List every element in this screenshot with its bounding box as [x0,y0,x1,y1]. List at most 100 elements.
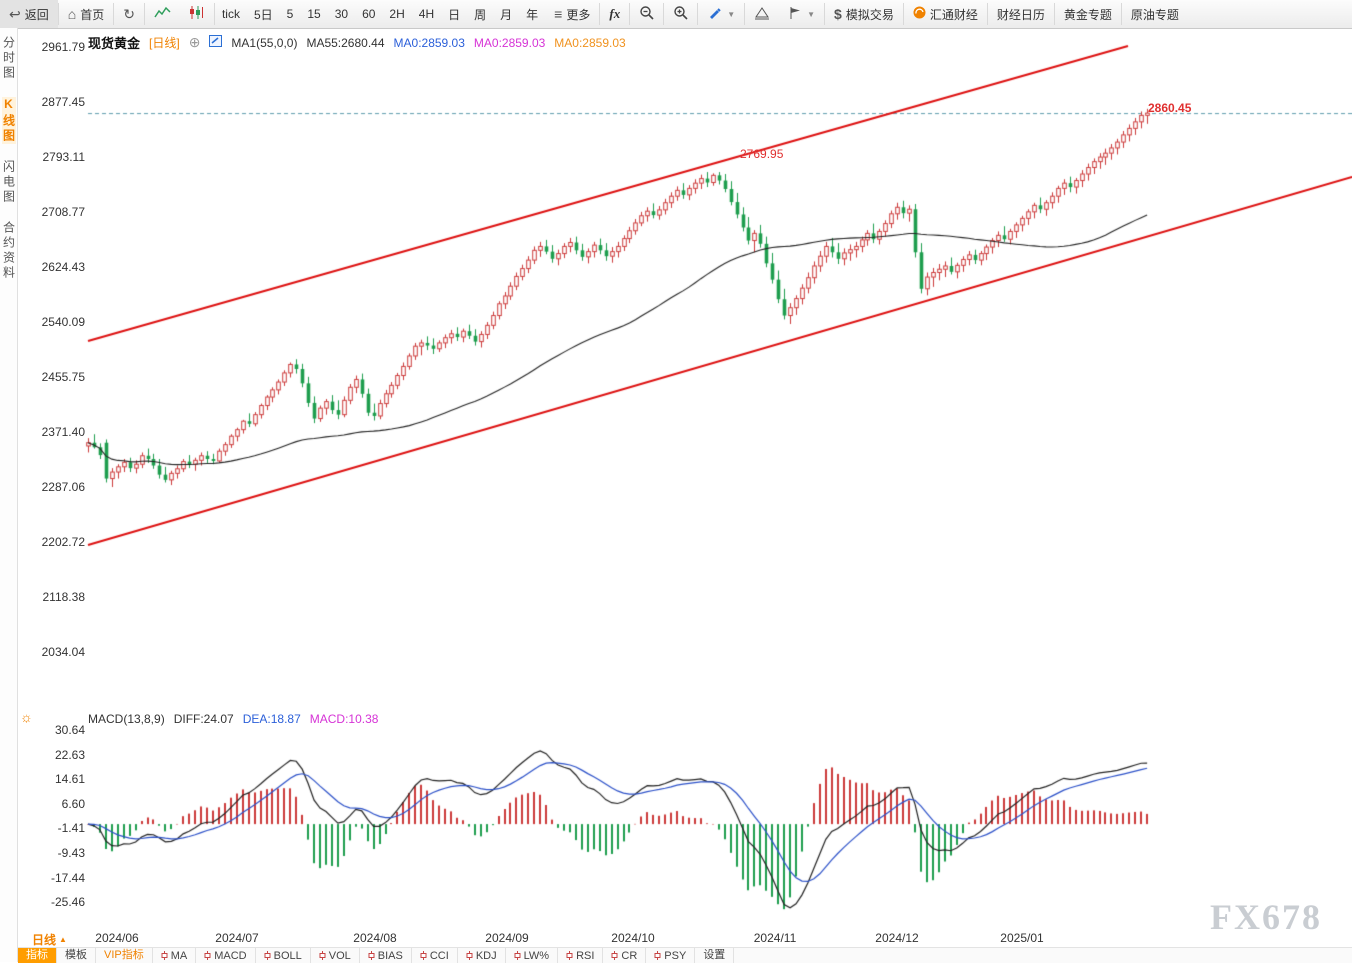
ma-definition: MA1(55,0,0) [231,35,298,50]
oil-topic-button[interactable]: 原油专题 [1122,0,1188,28]
sidebar-item-time-chart[interactable]: 分时图 [1,36,16,81]
mini-candle-icon [319,951,326,960]
zoom-out-icon [639,5,654,23]
indicator-tab-label: BIAS [377,949,403,962]
gold-topic-button[interactable]: 黄金专题 [1055,0,1121,28]
indicator-tab-cr[interactable]: CR [603,948,647,963]
sidebar: 分时图 K线图 闪电图 合约资料 [0,28,18,962]
refresh-button[interactable]: ↻ [114,0,144,28]
month-label: 2025/01 [1000,931,1044,945]
shape-tool-button[interactable] [745,0,779,28]
line-chart-icon [154,6,171,22]
home-button[interactable]: ⌂ 首页 [59,0,113,28]
interval-button-15[interactable]: 15 [307,7,321,21]
sidebar-item-contract-info[interactable]: 合约资料 [1,221,16,281]
indicator-tab-label: LW% [523,949,550,962]
toolbar-divider [697,3,699,25]
period-selector-label: 日线 [32,933,57,947]
more-button[interactable]: ≡ 更多 [545,0,599,28]
chart-style-candle-button[interactable] [180,0,214,28]
interval-button-tick[interactable]: tick [221,7,240,21]
interval-button-年[interactable]: 年 [526,7,539,22]
calendar-button[interactable]: 财经日历 [988,0,1054,28]
indicator-tab-lw[interactable]: LW% [506,948,559,963]
month-label: 2024/07 [215,931,259,945]
brand-logo-icon [913,6,926,22]
indicator-tab-rsi[interactable]: RSI [558,948,604,963]
brand-label: 汇通财经 [929,7,978,22]
toolbar-divider [629,3,631,25]
mini-candle-icon [368,951,375,960]
tab-settings[interactable]: 设置 [695,948,735,963]
interval-group: tick 5日 5 15 30 60 2H 4H 日周月年 [215,0,545,28]
macd-axis-label: -9.43 [57,846,85,861]
zoom-in-button[interactable] [664,0,697,28]
fx-icon: fx [609,6,621,21]
toolbar-divider [986,3,988,25]
indicator-tab-psy[interactable]: PSY [646,948,696,963]
macd-axis-label: -17.44 [50,870,85,885]
draw-tool-button[interactable]: ▼ [698,0,744,28]
interval-button-5[interactable]: 5 [286,7,294,21]
current-price-label: 2860.45 [1148,101,1192,115]
interval-button-5日[interactable]: 5日 [253,7,273,22]
watermark: FX678 [1210,897,1322,937]
tab-templates[interactable]: 模板 [57,948,96,963]
indicator-tab-macd[interactable]: MACD [196,948,256,963]
flag-tool-button[interactable]: ▼ [779,0,824,28]
ma0-value-blue: MA0:2859.03 [393,35,465,50]
chart-legend: 现货黄金 [日线] ⊕ MA1(55,0,0) MA55:2680.44 MA0… [88,33,626,52]
interval-button-60[interactable]: 60 [362,7,376,21]
toolbar-divider [57,3,59,25]
interval-button-2h[interactable]: 2H [389,7,405,21]
circle-plus-icon[interactable]: ⊕ [188,34,201,50]
macd-definition: MACD(13,8,9) [88,712,165,726]
price-axis-label: 2371.40 [41,425,85,439]
tab-vip-indicators[interactable]: VIP指标 [96,948,153,963]
indicator-tab-ma[interactable]: MA [153,948,197,963]
ma0-value-orange: MA0:2859.03 [554,35,626,50]
brand-button[interactable]: 汇通财经 [904,0,987,28]
triangle-tool-icon [754,6,770,23]
interval-button-月[interactable]: 月 [500,7,513,22]
interval-button-30[interactable]: 30 [334,7,349,21]
sim-trading-button[interactable]: $ 模拟交易 [825,0,903,28]
toolbar-divider [744,3,746,25]
ma-settings-icon[interactable] [209,35,223,50]
chart-style-line-button[interactable] [145,0,180,28]
interval-button-周[interactable]: 周 [474,7,487,22]
toolbar-divider [213,3,215,25]
formula-button[interactable]: fx [600,0,629,28]
interval-button-4h[interactable]: 4H [418,7,435,21]
indicator-tab-label: KDJ [475,949,497,962]
gold-topic-label: 黄金专题 [1063,7,1112,22]
interval-button-日[interactable]: 日 [448,7,461,22]
zoom-in-icon [673,5,688,23]
indicator-settings-icon[interactable]: ☼ [20,709,33,725]
price-axis-label: 2708.77 [41,205,85,219]
zoom-out-button[interactable] [630,0,663,28]
indicator-tab-boll[interactable]: BOLL [256,948,311,963]
indicator-tab-label: MACD [214,949,247,962]
back-button[interactable]: ↩ 返回 [0,0,58,28]
x-axis-row: 日线 ▲ 2024/06 2024/07 2024/08 2024/09 2024/10… [18,930,1352,947]
indicator-tab-kdj[interactable]: KDJ [458,948,506,963]
indicator-tab-cci[interactable]: CCI [412,948,458,963]
toolbar-divider [1053,3,1055,25]
back-label: 返回 [24,7,49,22]
indicator-tab-vol[interactable]: VOL [311,948,360,963]
period-selector[interactable]: 日线 ▲ [32,931,67,948]
macd-axis-label: 30.64 [54,723,85,737]
peak-price-label: 2769.95 [740,147,784,161]
candlestick-chart[interactable] [18,28,1352,930]
price-axis-label: 2793.11 [42,150,86,164]
tab-indicators[interactable]: 指标 [18,948,57,963]
sidebar-item-lightning-chart[interactable]: 闪电图 [1,160,16,205]
more-icon: ≡ [554,6,563,22]
chevron-down-icon: ▼ [727,9,736,19]
period-label: [日线] [149,36,180,50]
indicator-tab-bias[interactable]: BIAS [360,948,412,963]
sidebar-item-kline-chart[interactable]: K线图 [1,97,16,144]
indicator-bar: 指标 模板 VIP指标 MA MACD BOLL VOL BIAS CCI KDJ LW% RS… [18,947,1352,963]
chart-region: 现货黄金 [日线] ⊕ MA1(55,0,0) MA55:2680.44 MA0… [18,28,1352,937]
